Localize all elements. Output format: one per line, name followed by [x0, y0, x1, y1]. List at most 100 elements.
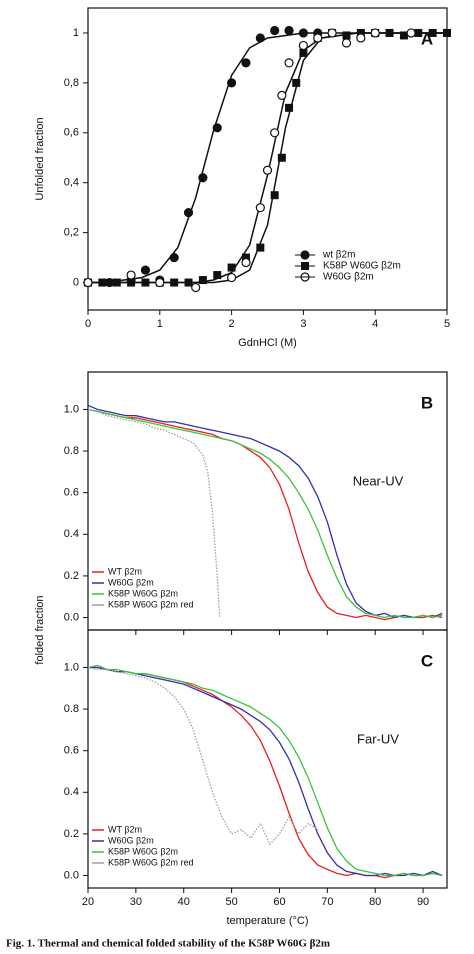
marker	[406, 28, 416, 38]
x-tick-label: 40	[178, 896, 190, 908]
y-tick-label: 1.0	[64, 661, 79, 673]
marker	[212, 123, 222, 133]
marker	[241, 58, 251, 68]
marker	[191, 282, 201, 293]
y-tick-label: 0,8	[64, 77, 79, 89]
fit-line	[88, 32, 447, 284]
y-tick-label: 0.2	[64, 570, 79, 582]
marker	[83, 277, 93, 288]
y-tick-label: 1.0	[64, 403, 79, 415]
marker	[255, 203, 265, 213]
plot-frame	[87, 629, 448, 889]
marker	[198, 276, 207, 285]
x-tick-label: 50	[225, 896, 237, 908]
y-tick-label: 0.8	[64, 445, 79, 457]
marker	[262, 165, 273, 175]
x-tick-label: 60	[273, 896, 285, 908]
panel-label: B	[421, 393, 433, 412]
x-tick-label: 5	[444, 318, 450, 330]
legend-label: K58P W60G β2m	[323, 261, 401, 272]
x-tick-label: 3	[300, 318, 306, 330]
legend-label: W60G β2m	[323, 272, 374, 283]
marker	[299, 48, 308, 57]
legend-label: WT β2m	[108, 566, 142, 576]
x-tick-label: 0	[85, 318, 91, 330]
x-tick-label: 20	[82, 896, 94, 908]
marker	[356, 33, 366, 43]
data-line	[87, 404, 443, 619]
marker	[169, 252, 179, 263]
x-tick-label: 4	[372, 318, 378, 330]
marker	[227, 263, 236, 272]
x-tick-label: 1	[157, 318, 163, 330]
marker	[270, 191, 279, 200]
marker	[284, 25, 294, 36]
data-line	[87, 408, 443, 621]
x-tick-label: 30	[130, 896, 142, 908]
fit-line	[88, 32, 447, 284]
marker	[298, 28, 308, 38]
plot-frame	[87, 7, 448, 311]
marker	[270, 128, 280, 138]
y-tick-label: 0	[73, 276, 79, 288]
marker	[126, 270, 136, 280]
marker	[270, 25, 280, 36]
y-tick-label: 0.4	[64, 786, 79, 798]
marker	[198, 173, 208, 183]
marker	[284, 58, 294, 68]
marker	[255, 33, 265, 43]
x-axis-label: GdnHCl (M)	[238, 337, 297, 349]
x-tick-label: 2	[229, 318, 235, 330]
y-tick-label: 0,6	[64, 127, 79, 139]
caption: Fig. 1. Thermal and chemical folded stab…	[6, 938, 330, 950]
marker	[341, 38, 352, 48]
marker	[342, 31, 351, 40]
legend-label: K58P W60G β2m red	[108, 857, 194, 867]
y-tick-label: 0.0	[64, 869, 79, 881]
marker	[277, 153, 286, 162]
y-tick-label: 0.8	[64, 703, 79, 715]
x-tick-label: 70	[321, 896, 333, 908]
y-axis-label: Unfolded fraction	[34, 117, 46, 200]
fit-line	[88, 32, 447, 284]
y-tick-label: 1	[73, 27, 79, 39]
legend-label: W60G β2m	[108, 835, 154, 845]
legend-label: WT β2m	[108, 824, 142, 834]
legend-label: wt β2m	[322, 250, 355, 261]
x-axis-label: temperature (°C)	[226, 915, 308, 927]
marker	[313, 33, 323, 43]
y-tick-label: 0.0	[64, 611, 79, 623]
legend-label: K58P W60G β2m	[108, 588, 178, 598]
y-tick-label: 0.4	[64, 528, 79, 540]
y-tick-label: 0.6	[64, 487, 79, 499]
marker	[285, 103, 294, 112]
marker	[227, 78, 237, 88]
y-tick-label: 0,2	[64, 227, 79, 239]
x-tick-label: 90	[417, 896, 429, 908]
y-tick-label: 0,4	[64, 177, 79, 189]
annotation: Near-UV	[353, 473, 404, 488]
marker	[277, 90, 287, 100]
marker	[155, 277, 165, 288]
marker	[241, 253, 250, 262]
marker	[241, 257, 251, 268]
annotation: Far-UV	[357, 731, 399, 746]
y-tick-label: 0.6	[64, 745, 79, 757]
y-tick-label: 0.2	[64, 828, 79, 840]
legend-label: K58P W60G β2m	[108, 846, 178, 856]
y-axis-label: folded fraction	[34, 595, 46, 664]
panel-label: C	[421, 651, 433, 670]
data-line	[88, 666, 443, 877]
data-line	[87, 408, 443, 619]
marker	[292, 78, 301, 87]
legend-label: W60G β2m	[108, 577, 154, 587]
marker	[370, 28, 380, 38]
x-tick-label: 80	[369, 896, 381, 908]
marker	[140, 265, 151, 275]
marker	[256, 243, 265, 252]
data-line	[87, 666, 319, 846]
marker	[183, 208, 194, 218]
marker	[399, 31, 408, 40]
legend-label: K58P W60G β2m red	[108, 599, 194, 609]
